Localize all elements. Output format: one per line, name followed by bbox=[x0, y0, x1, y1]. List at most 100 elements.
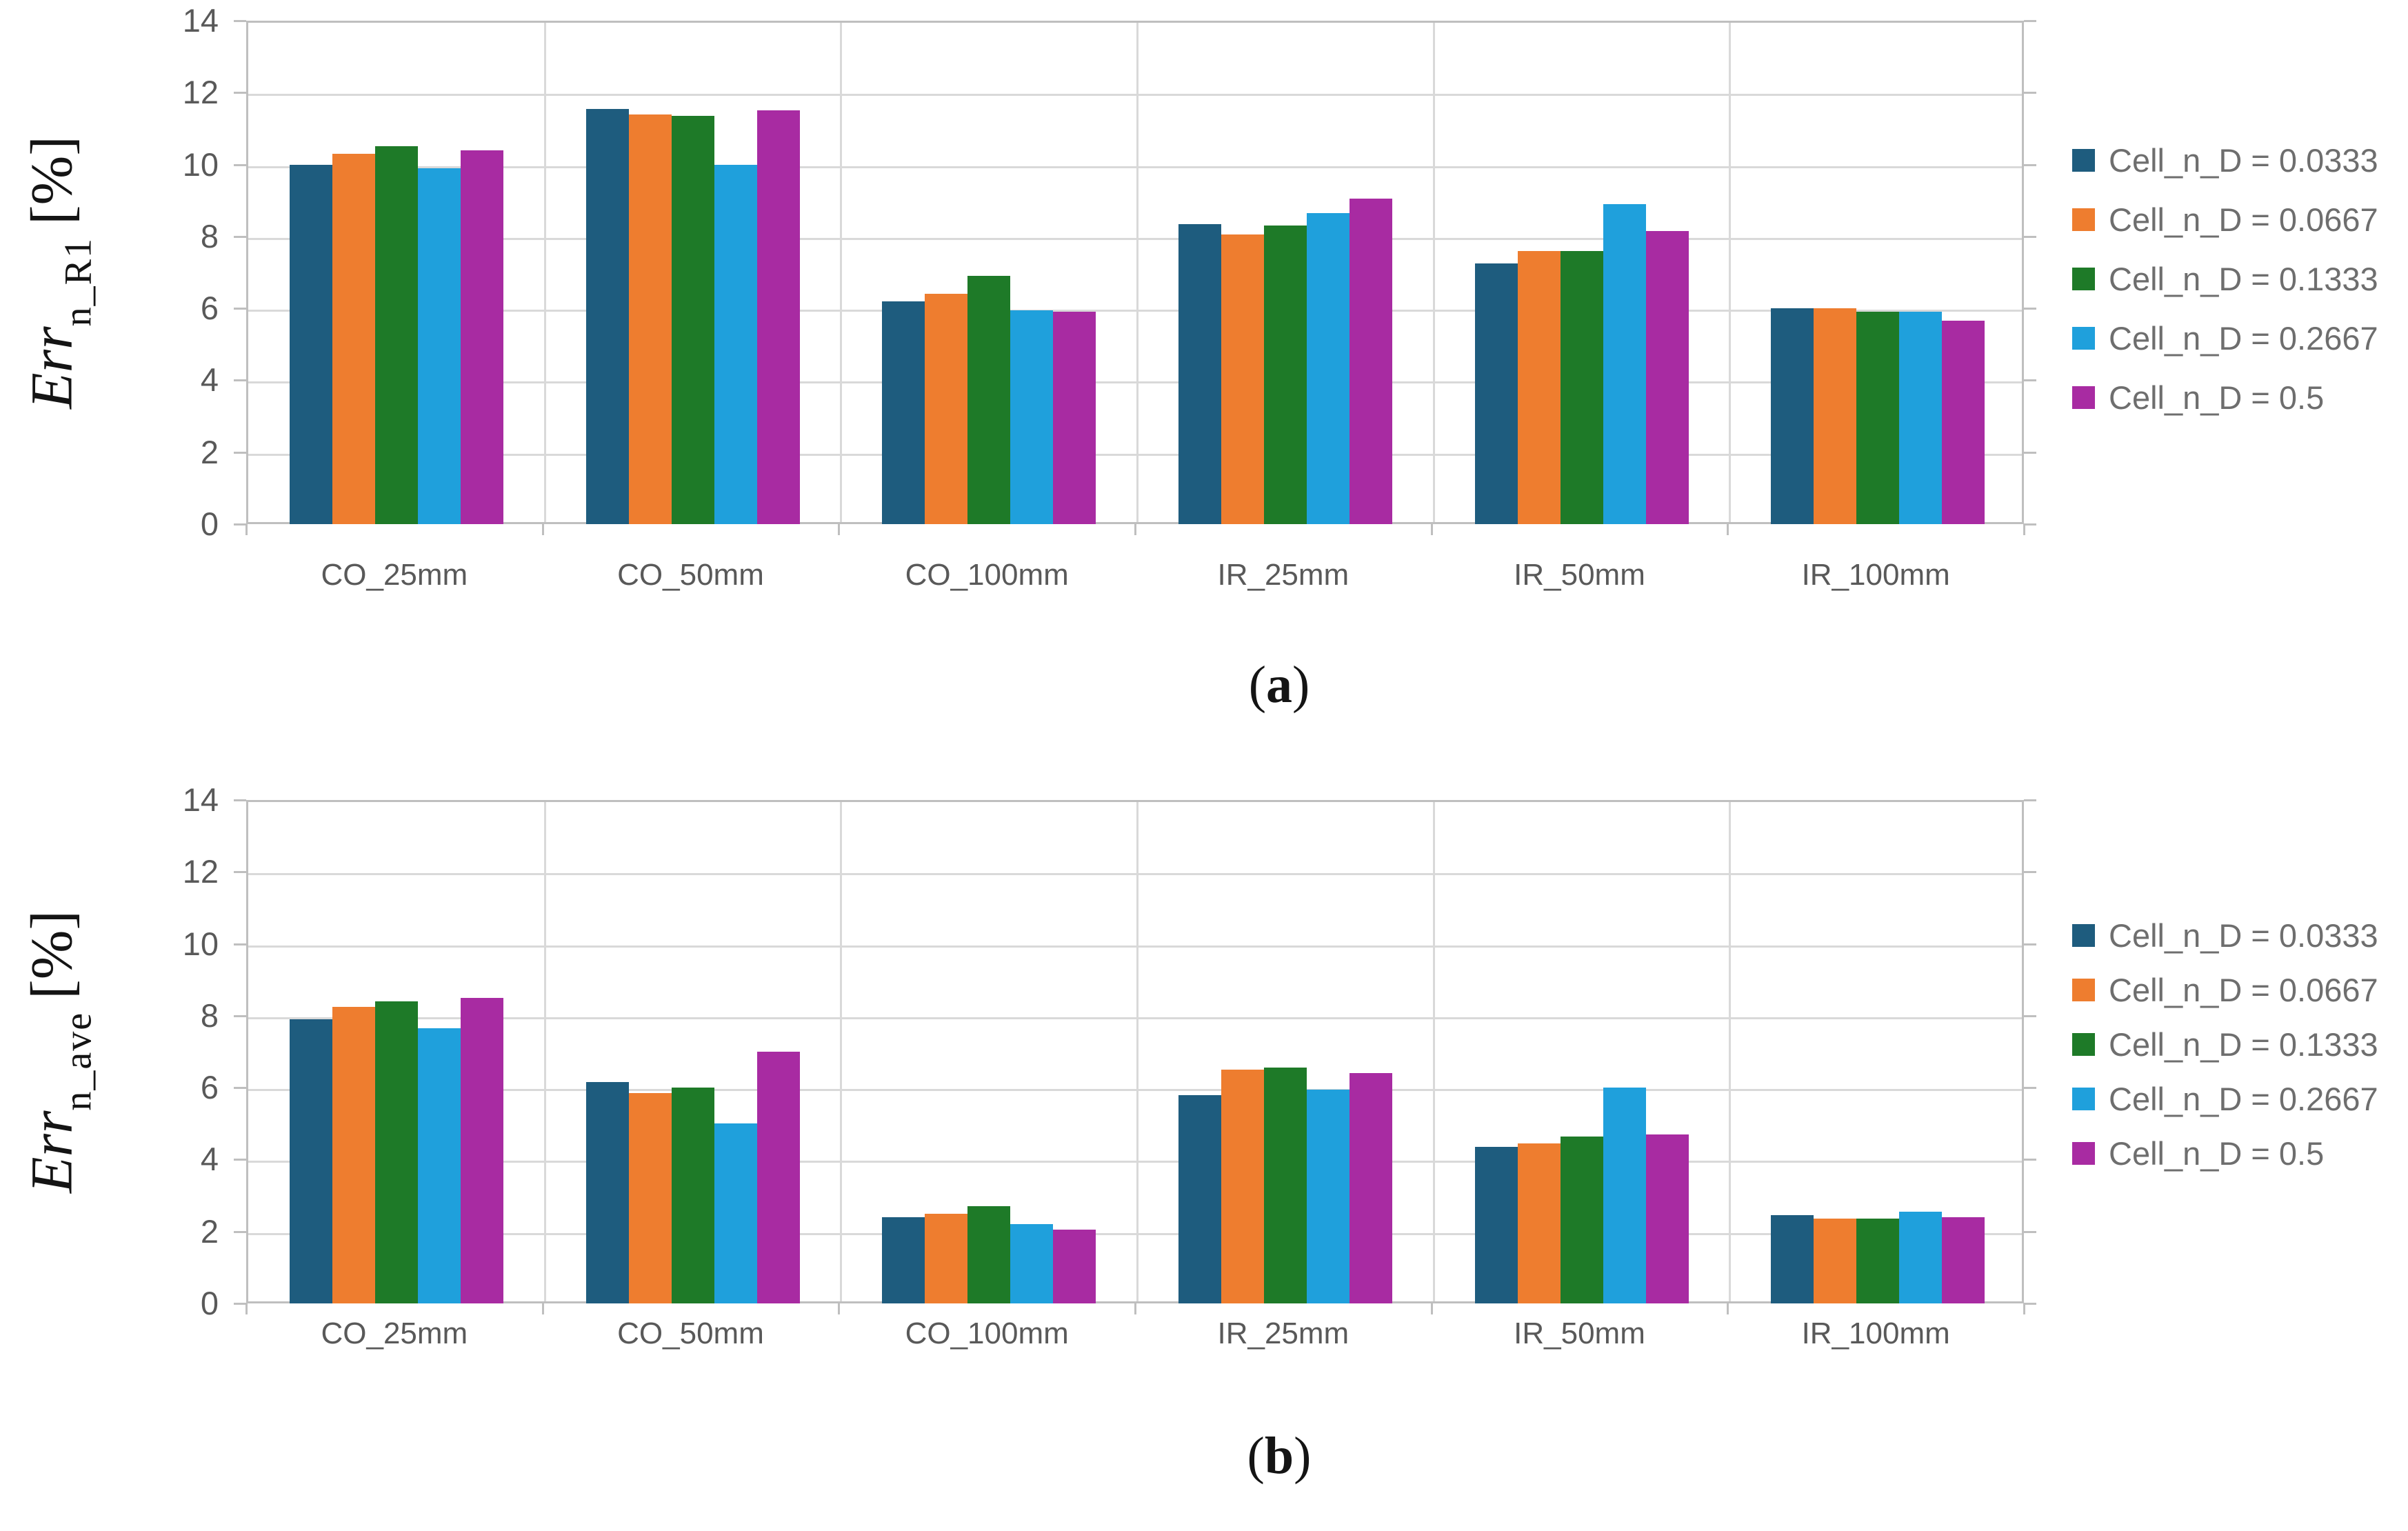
bar-IR_100mm-s2 bbox=[1856, 1219, 1899, 1303]
bar-IR_100mm-s3 bbox=[1899, 312, 1942, 524]
bar-CO_100mm-s3 bbox=[1010, 1224, 1053, 1303]
bar-CO_100mm-s0 bbox=[882, 1217, 925, 1303]
bar-IR_25mm-s1 bbox=[1221, 1070, 1264, 1303]
x-category-label: IR_25mm bbox=[1217, 1317, 1350, 1350]
caption-b: (b) bbox=[1247, 1426, 1312, 1486]
x-category-label: CO_100mm bbox=[905, 558, 1069, 592]
legend-swatch bbox=[2072, 149, 2095, 172]
category-separator bbox=[1729, 802, 1732, 1301]
gridline-y2 bbox=[248, 1232, 2022, 1235]
y-tick-label: 6 bbox=[200, 290, 219, 327]
legend-label: Cell_n_D = 0.0667 bbox=[2109, 201, 2378, 238]
bar-CO_25mm-s1 bbox=[332, 1007, 375, 1303]
bar-CO_25mm-s3 bbox=[418, 168, 461, 524]
bar-CO_25mm-s0 bbox=[290, 1019, 332, 1303]
bar-IR_25mm-s1 bbox=[1221, 234, 1264, 524]
category-separator bbox=[1136, 23, 1138, 522]
y-tick-label: 8 bbox=[200, 217, 219, 254]
legend-swatch bbox=[2072, 268, 2095, 290]
bar-CO_100mm-s3 bbox=[1010, 310, 1053, 524]
bar-IR_50mm-s0 bbox=[1475, 1147, 1518, 1303]
bar-CO_50mm-s4 bbox=[757, 1052, 800, 1303]
bar-IR_100mm-s1 bbox=[1814, 1219, 1856, 1303]
gridline-y8 bbox=[248, 1017, 2022, 1019]
x-category-label: CO_50mm bbox=[617, 1317, 764, 1350]
x-category-label: CO_100mm bbox=[905, 1317, 1069, 1350]
legend-swatch bbox=[2072, 1088, 2095, 1110]
x-category-label: CO_25mm bbox=[321, 558, 468, 592]
x-tick-mark bbox=[245, 1303, 248, 1314]
x-tick-mark bbox=[1430, 1303, 1433, 1314]
bar-CO_50mm-s1 bbox=[629, 1093, 672, 1303]
x-tick-mark bbox=[541, 524, 544, 535]
caption-b-open: ( bbox=[1247, 1427, 1265, 1485]
gridline-y4 bbox=[248, 381, 2022, 384]
y-tick-mark-left bbox=[234, 1159, 246, 1161]
gridline-y6 bbox=[248, 310, 2022, 312]
bar-CO_50mm-s1 bbox=[629, 114, 672, 524]
y-tick-mark-left bbox=[234, 799, 246, 801]
gridline-y10 bbox=[248, 166, 2022, 168]
legend-label: Cell_n_D = 0.2667 bbox=[2109, 320, 2378, 357]
legend-item: Cell_n_D = 0.0667 bbox=[2072, 974, 2378, 1006]
y-tick-mark-right bbox=[2024, 1303, 2036, 1305]
caption-b-letter: b bbox=[1264, 1427, 1294, 1485]
bar-CO_100mm-s4 bbox=[1053, 312, 1096, 524]
bar-IR_25mm-s0 bbox=[1178, 224, 1221, 524]
bar-IR_100mm-s0 bbox=[1771, 308, 1814, 524]
y-tick-mark-left bbox=[234, 379, 246, 382]
y-tick-label: 12 bbox=[182, 853, 219, 890]
plot-area-a bbox=[246, 21, 2024, 524]
bar-CO_100mm-s4 bbox=[1053, 1230, 1096, 1303]
y-tick-label: 8 bbox=[200, 997, 219, 1034]
y-tick-mark-right bbox=[2024, 799, 2036, 801]
legend-label: Cell_n_D = 0.0333 bbox=[2109, 917, 2378, 954]
gridline-y12 bbox=[248, 873, 2022, 876]
y-axis-title-a-main: Err bbox=[18, 326, 85, 409]
category-separator bbox=[840, 23, 843, 522]
y-tick-mark-left bbox=[234, 1230, 246, 1233]
category-separator bbox=[1729, 23, 1732, 522]
bar-IR_100mm-s0 bbox=[1771, 1215, 1814, 1303]
legend-item: Cell_n_D = 0.1333 bbox=[2072, 1028, 2378, 1061]
y-tick-mark-left bbox=[234, 523, 246, 526]
y-axis-title-b-main: Err bbox=[18, 1110, 85, 1194]
bar-IR_50mm-s0 bbox=[1475, 263, 1518, 524]
bar-CO_50mm-s3 bbox=[714, 165, 757, 524]
y-tick-label: 14 bbox=[182, 2, 219, 39]
y-tick-label: 4 bbox=[200, 1141, 219, 1178]
category-separator bbox=[1136, 802, 1138, 1301]
y-tick-mark-left bbox=[234, 943, 246, 945]
plot-area-b bbox=[246, 800, 2024, 1303]
x-category-label: IR_100mm bbox=[1801, 1317, 1950, 1350]
gridline-y12 bbox=[248, 94, 2022, 97]
x-tick-mark bbox=[838, 524, 841, 535]
y-tick-label: 6 bbox=[200, 1069, 219, 1106]
legend-item: Cell_n_D = 0.5 bbox=[2072, 1137, 2324, 1170]
bar-CO_100mm-s1 bbox=[925, 294, 967, 524]
legend-label: Cell_n_D = 0.2667 bbox=[2109, 1081, 2378, 1117]
y-tick-label: 2 bbox=[200, 433, 219, 470]
caption-a: (a) bbox=[1249, 655, 1310, 715]
y-tick-mark-left bbox=[234, 92, 246, 94]
legend-item: Cell_n_D = 0.1333 bbox=[2072, 263, 2378, 295]
bar-CO_50mm-s0 bbox=[586, 1082, 629, 1303]
y-tick-mark-left bbox=[234, 163, 246, 166]
y-tick-label: 12 bbox=[182, 74, 219, 111]
x-category-label: CO_50mm bbox=[617, 558, 764, 592]
legend-swatch bbox=[2072, 979, 2095, 1001]
x-tick-mark bbox=[838, 1303, 841, 1314]
legend-item: Cell_n_D = 0.0333 bbox=[2072, 144, 2378, 177]
caption-a-open: ( bbox=[1248, 656, 1266, 714]
bar-IR_100mm-s3 bbox=[1899, 1212, 1942, 1303]
legend-label: Cell_n_D = 0.1333 bbox=[2109, 261, 2378, 297]
bar-IR_100mm-s2 bbox=[1856, 312, 1899, 524]
bar-CO_50mm-s4 bbox=[757, 110, 800, 524]
y-tick-mark-left bbox=[234, 451, 246, 454]
bar-CO_25mm-s3 bbox=[418, 1028, 461, 1303]
bar-IR_50mm-s4 bbox=[1646, 231, 1689, 524]
category-separator bbox=[543, 23, 546, 522]
bar-CO_50mm-s2 bbox=[672, 1088, 714, 1303]
x-tick-mark bbox=[541, 1303, 544, 1314]
bar-CO_100mm-s2 bbox=[967, 276, 1010, 524]
